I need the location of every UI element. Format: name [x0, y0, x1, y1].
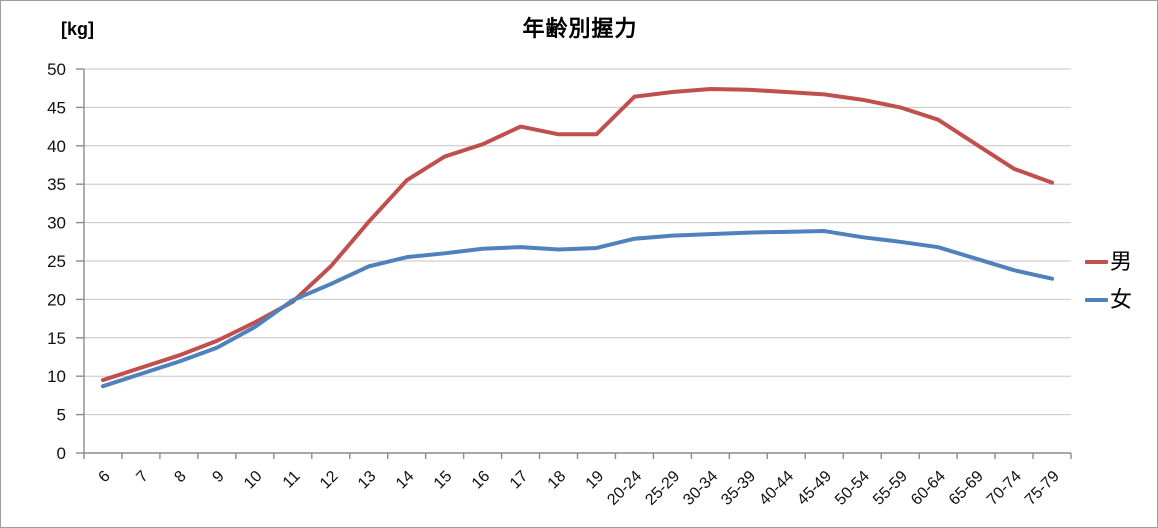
chart-title: 年齢別握力 — [522, 16, 638, 41]
legend-female-label: 女 — [1110, 287, 1133, 312]
series-line-female — [100, 229, 1055, 389]
svg-text:75-79: 75-79 — [1022, 468, 1063, 509]
svg-text:10: 10 — [47, 367, 66, 386]
series-line-male — [100, 86, 1055, 383]
svg-text:35-39: 35-39 — [718, 468, 759, 509]
x-tick-labels: 6 7 8 9 10 11 12 13 14 15 16 17 18 1920-2425-2930-343… — [95, 468, 1062, 509]
svg-text:55-59: 55-59 — [870, 468, 911, 509]
y-tick-labels: 0 5 10 15 20 25 30 35 40 45 50 — [47, 60, 66, 463]
svg-text:50-54: 50-54 — [832, 468, 873, 509]
svg-text:30: 30 — [47, 214, 66, 233]
svg-text:35: 35 — [47, 175, 66, 194]
legend-male-line-icon — [1085, 259, 1108, 264]
svg-text:12: 12 — [317, 468, 342, 493]
y-axis-unit-label: [kg] — [61, 19, 94, 39]
svg-text:70-74: 70-74 — [984, 468, 1025, 509]
svg-text:16: 16 — [469, 468, 494, 493]
svg-text:14: 14 — [393, 468, 418, 493]
svg-text:8: 8 — [171, 468, 189, 486]
svg-text:20: 20 — [47, 290, 66, 309]
legend-item-female: 女 — [1085, 285, 1132, 314]
y-gridlines — [84, 68, 1071, 416]
svg-text:25-29: 25-29 — [642, 468, 683, 509]
svg-text:40: 40 — [47, 137, 66, 156]
svg-text:65-69: 65-69 — [946, 468, 987, 509]
svg-text:10: 10 — [241, 468, 266, 493]
svg-text:18: 18 — [545, 468, 570, 493]
svg-text:5: 5 — [57, 406, 66, 425]
svg-text:7: 7 — [133, 468, 151, 486]
svg-text:17: 17 — [507, 468, 532, 493]
svg-text:50: 50 — [47, 60, 66, 79]
svg-text:11: 11 — [280, 468, 304, 492]
svg-text:40-44: 40-44 — [756, 468, 797, 509]
svg-text:30-34: 30-34 — [680, 468, 721, 509]
svg-text:20-24: 20-24 — [604, 468, 645, 509]
svg-text:6: 6 — [95, 468, 113, 486]
svg-text:13: 13 — [355, 468, 380, 493]
svg-text:45: 45 — [47, 98, 66, 117]
svg-text:19: 19 — [583, 468, 608, 493]
svg-text:15: 15 — [47, 329, 66, 348]
chart-legend: 男 女 — [1085, 247, 1132, 314]
svg-text:9: 9 — [209, 468, 227, 486]
svg-text:60-64: 60-64 — [908, 468, 949, 509]
svg-text:15: 15 — [431, 468, 456, 493]
legend-male-label: 男 — [1110, 249, 1133, 274]
svg-text:45-49: 45-49 — [794, 468, 835, 509]
axes — [76, 68, 1072, 459]
svg-text:0: 0 — [57, 444, 66, 463]
legend-item-male: 男 — [1085, 247, 1132, 276]
legend-female-line-icon — [1085, 297, 1108, 302]
svg-text:25: 25 — [47, 252, 66, 271]
